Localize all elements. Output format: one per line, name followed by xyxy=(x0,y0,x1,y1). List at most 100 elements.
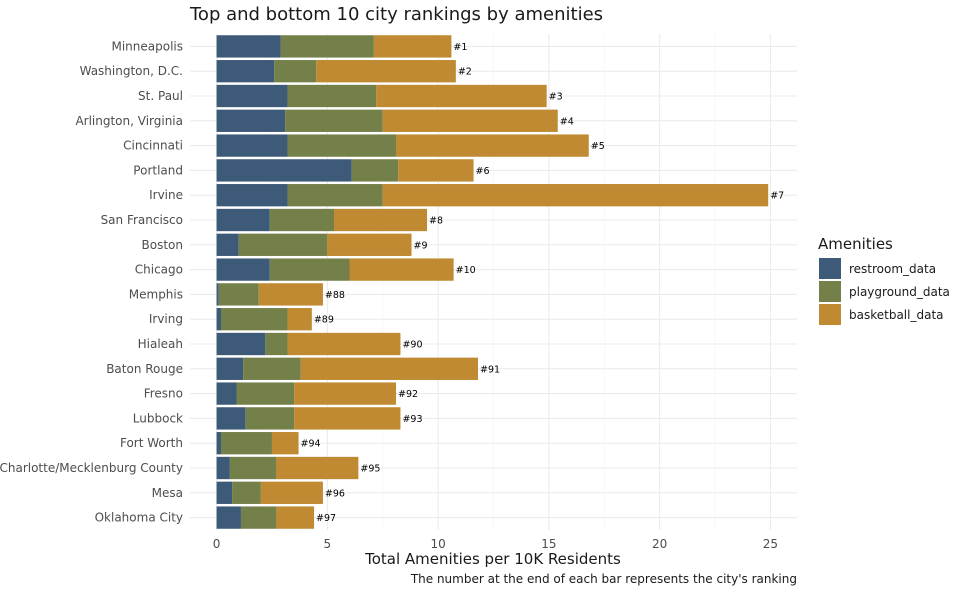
bar-segment-playground_data xyxy=(287,84,377,108)
bar-segment-restroom_data xyxy=(216,84,288,108)
bar-segment-restroom_data xyxy=(216,481,233,504)
bar-segment-restroom_data xyxy=(216,332,266,356)
rank-label: #7 xyxy=(770,191,784,202)
bar-segment-playground_data xyxy=(265,332,288,356)
x-tick-label: 0 xyxy=(213,537,221,551)
bar-segment-basketball_data xyxy=(376,84,547,108)
y-axis-category-label: Lubbock xyxy=(133,411,183,425)
bar-segment-basketball_data xyxy=(349,258,454,281)
bar-segment-restroom_data xyxy=(216,456,230,480)
x-tick-label: 25 xyxy=(763,537,778,551)
bar-segment-playground_data xyxy=(285,109,383,132)
rank-label: #88 xyxy=(325,290,345,301)
bar-segment-basketball_data xyxy=(373,35,452,58)
x-tick-label: 20 xyxy=(652,537,667,551)
x-axis-label: Total Amenities per 10K Residents xyxy=(364,550,621,568)
bar-segment-playground_data xyxy=(287,134,397,157)
bar-segment-playground_data xyxy=(280,35,374,58)
y-axis-category-label: Mesa xyxy=(152,486,183,500)
bar-segment-playground_data xyxy=(218,283,259,306)
y-axis-category-label: San Francisco xyxy=(101,213,183,227)
rank-label: #2 xyxy=(458,67,472,78)
bar-segment-playground_data xyxy=(245,407,295,430)
rank-label: #96 xyxy=(325,488,345,499)
y-axis-category-label: Hialeah xyxy=(138,337,183,351)
bar-segment-restroom_data xyxy=(216,159,352,182)
bar-segment-basketball_data xyxy=(276,456,359,480)
y-axis-category-label: Cincinnati xyxy=(123,139,183,153)
y-axis-category-label: Fresno xyxy=(144,387,183,401)
bar-segment-basketball_data xyxy=(398,159,474,182)
rank-label: #5 xyxy=(591,141,605,152)
bar-segment-basketball_data xyxy=(294,407,401,430)
x-tick-label: 10 xyxy=(430,537,445,551)
x-axis-tick-labels: 0 5 10 15 20 25 xyxy=(213,537,778,551)
rank-label: #95 xyxy=(360,464,380,475)
bar-segment-restroom_data xyxy=(216,258,270,281)
bar-segment-restroom_data xyxy=(216,506,241,529)
y-axis-category-label: Charlotte/Mecklenburg County xyxy=(0,461,183,475)
y-axis-category-label: Fort Worth xyxy=(120,436,183,450)
bar-segment-restroom_data xyxy=(216,184,288,207)
legend: Amenities restroom_data playground_databa… xyxy=(818,235,950,325)
bar-segment-playground_data xyxy=(287,184,383,207)
bar-segment-playground_data xyxy=(240,506,277,529)
rank-label: #1 xyxy=(453,42,467,53)
rank-labels: #1 #2 #3 #4 #5 #6 #7 #8 #9 #10 #88 #89 #90 #91 #92 #93 #… xyxy=(301,42,785,524)
rank-label: #10 xyxy=(456,265,476,276)
bar-segment-playground_data xyxy=(229,456,277,480)
bar-segment-basketball_data xyxy=(294,382,397,405)
bar-segment-playground_data xyxy=(269,208,334,232)
bar-segment-restroom_data xyxy=(216,357,244,380)
rank-label: #89 xyxy=(314,315,334,326)
rank-label: #6 xyxy=(476,166,490,177)
y-axis-category-label: St. Paul xyxy=(138,89,183,103)
gridlines xyxy=(190,34,797,530)
rank-label: #90 xyxy=(402,340,422,351)
bar-segment-playground_data xyxy=(238,233,328,256)
bar-segment-basketball_data xyxy=(316,60,456,83)
bar-segment-restroom_data xyxy=(216,208,270,232)
bar-segment-playground_data xyxy=(236,382,295,405)
bar-segment-basketball_data xyxy=(382,184,769,207)
rank-label: #92 xyxy=(398,389,418,400)
legend-label: playground_data xyxy=(849,285,950,299)
y-axis-category-label: Baton Rouge xyxy=(106,362,183,376)
x-tick-label: 15 xyxy=(541,537,556,551)
bar-segment-playground_data xyxy=(221,432,272,455)
bar-segment-restroom_data xyxy=(216,233,239,256)
bar-segment-restroom_data xyxy=(216,134,288,157)
y-axis-category-label: Chicago xyxy=(135,263,183,277)
legend-swatch xyxy=(819,281,841,302)
bar-segment-basketball_data xyxy=(333,208,428,232)
legend-label: restroom_data xyxy=(849,262,936,276)
rank-label: #8 xyxy=(429,216,443,227)
bar-segment-playground_data xyxy=(274,60,317,83)
bar-segment-basketball_data xyxy=(260,481,323,504)
legend-swatch xyxy=(819,304,841,325)
bar-segment-playground_data xyxy=(232,481,261,504)
y-axis-category-label: Oklahoma City xyxy=(95,511,183,525)
y-axis-category-label: Irvine xyxy=(149,188,183,202)
y-axis-category-label: Arlington, Virginia xyxy=(75,114,183,128)
rank-label: #93 xyxy=(402,414,422,425)
bar-segment-restroom_data xyxy=(216,60,275,83)
bars xyxy=(216,35,769,529)
rank-label: #94 xyxy=(301,439,321,450)
y-axis-category-label: Portland xyxy=(133,163,183,177)
bar-segment-playground_data xyxy=(269,258,350,281)
y-axis-labels: Minneapolis Washington, D.C. St. Paul Arlin… xyxy=(0,39,183,524)
bar-segment-basketball_data xyxy=(287,308,312,331)
bar-segment-restroom_data xyxy=(216,283,219,306)
y-axis-category-label: Boston xyxy=(142,238,183,252)
legend-title: Amenities xyxy=(818,235,893,253)
rank-label: #97 xyxy=(316,513,336,524)
chart-title: Top and bottom 10 city rankings by ameni… xyxy=(189,4,603,25)
legend-label: basketball_data xyxy=(849,308,944,322)
bar-segment-playground_data xyxy=(243,357,301,380)
bar-segment-basketball_data xyxy=(287,332,401,356)
bar-segment-restroom_data xyxy=(216,407,246,430)
bar-segment-basketball_data xyxy=(382,109,558,132)
bar-segment-restroom_data xyxy=(216,382,237,405)
bar-segment-playground_data xyxy=(351,159,399,182)
